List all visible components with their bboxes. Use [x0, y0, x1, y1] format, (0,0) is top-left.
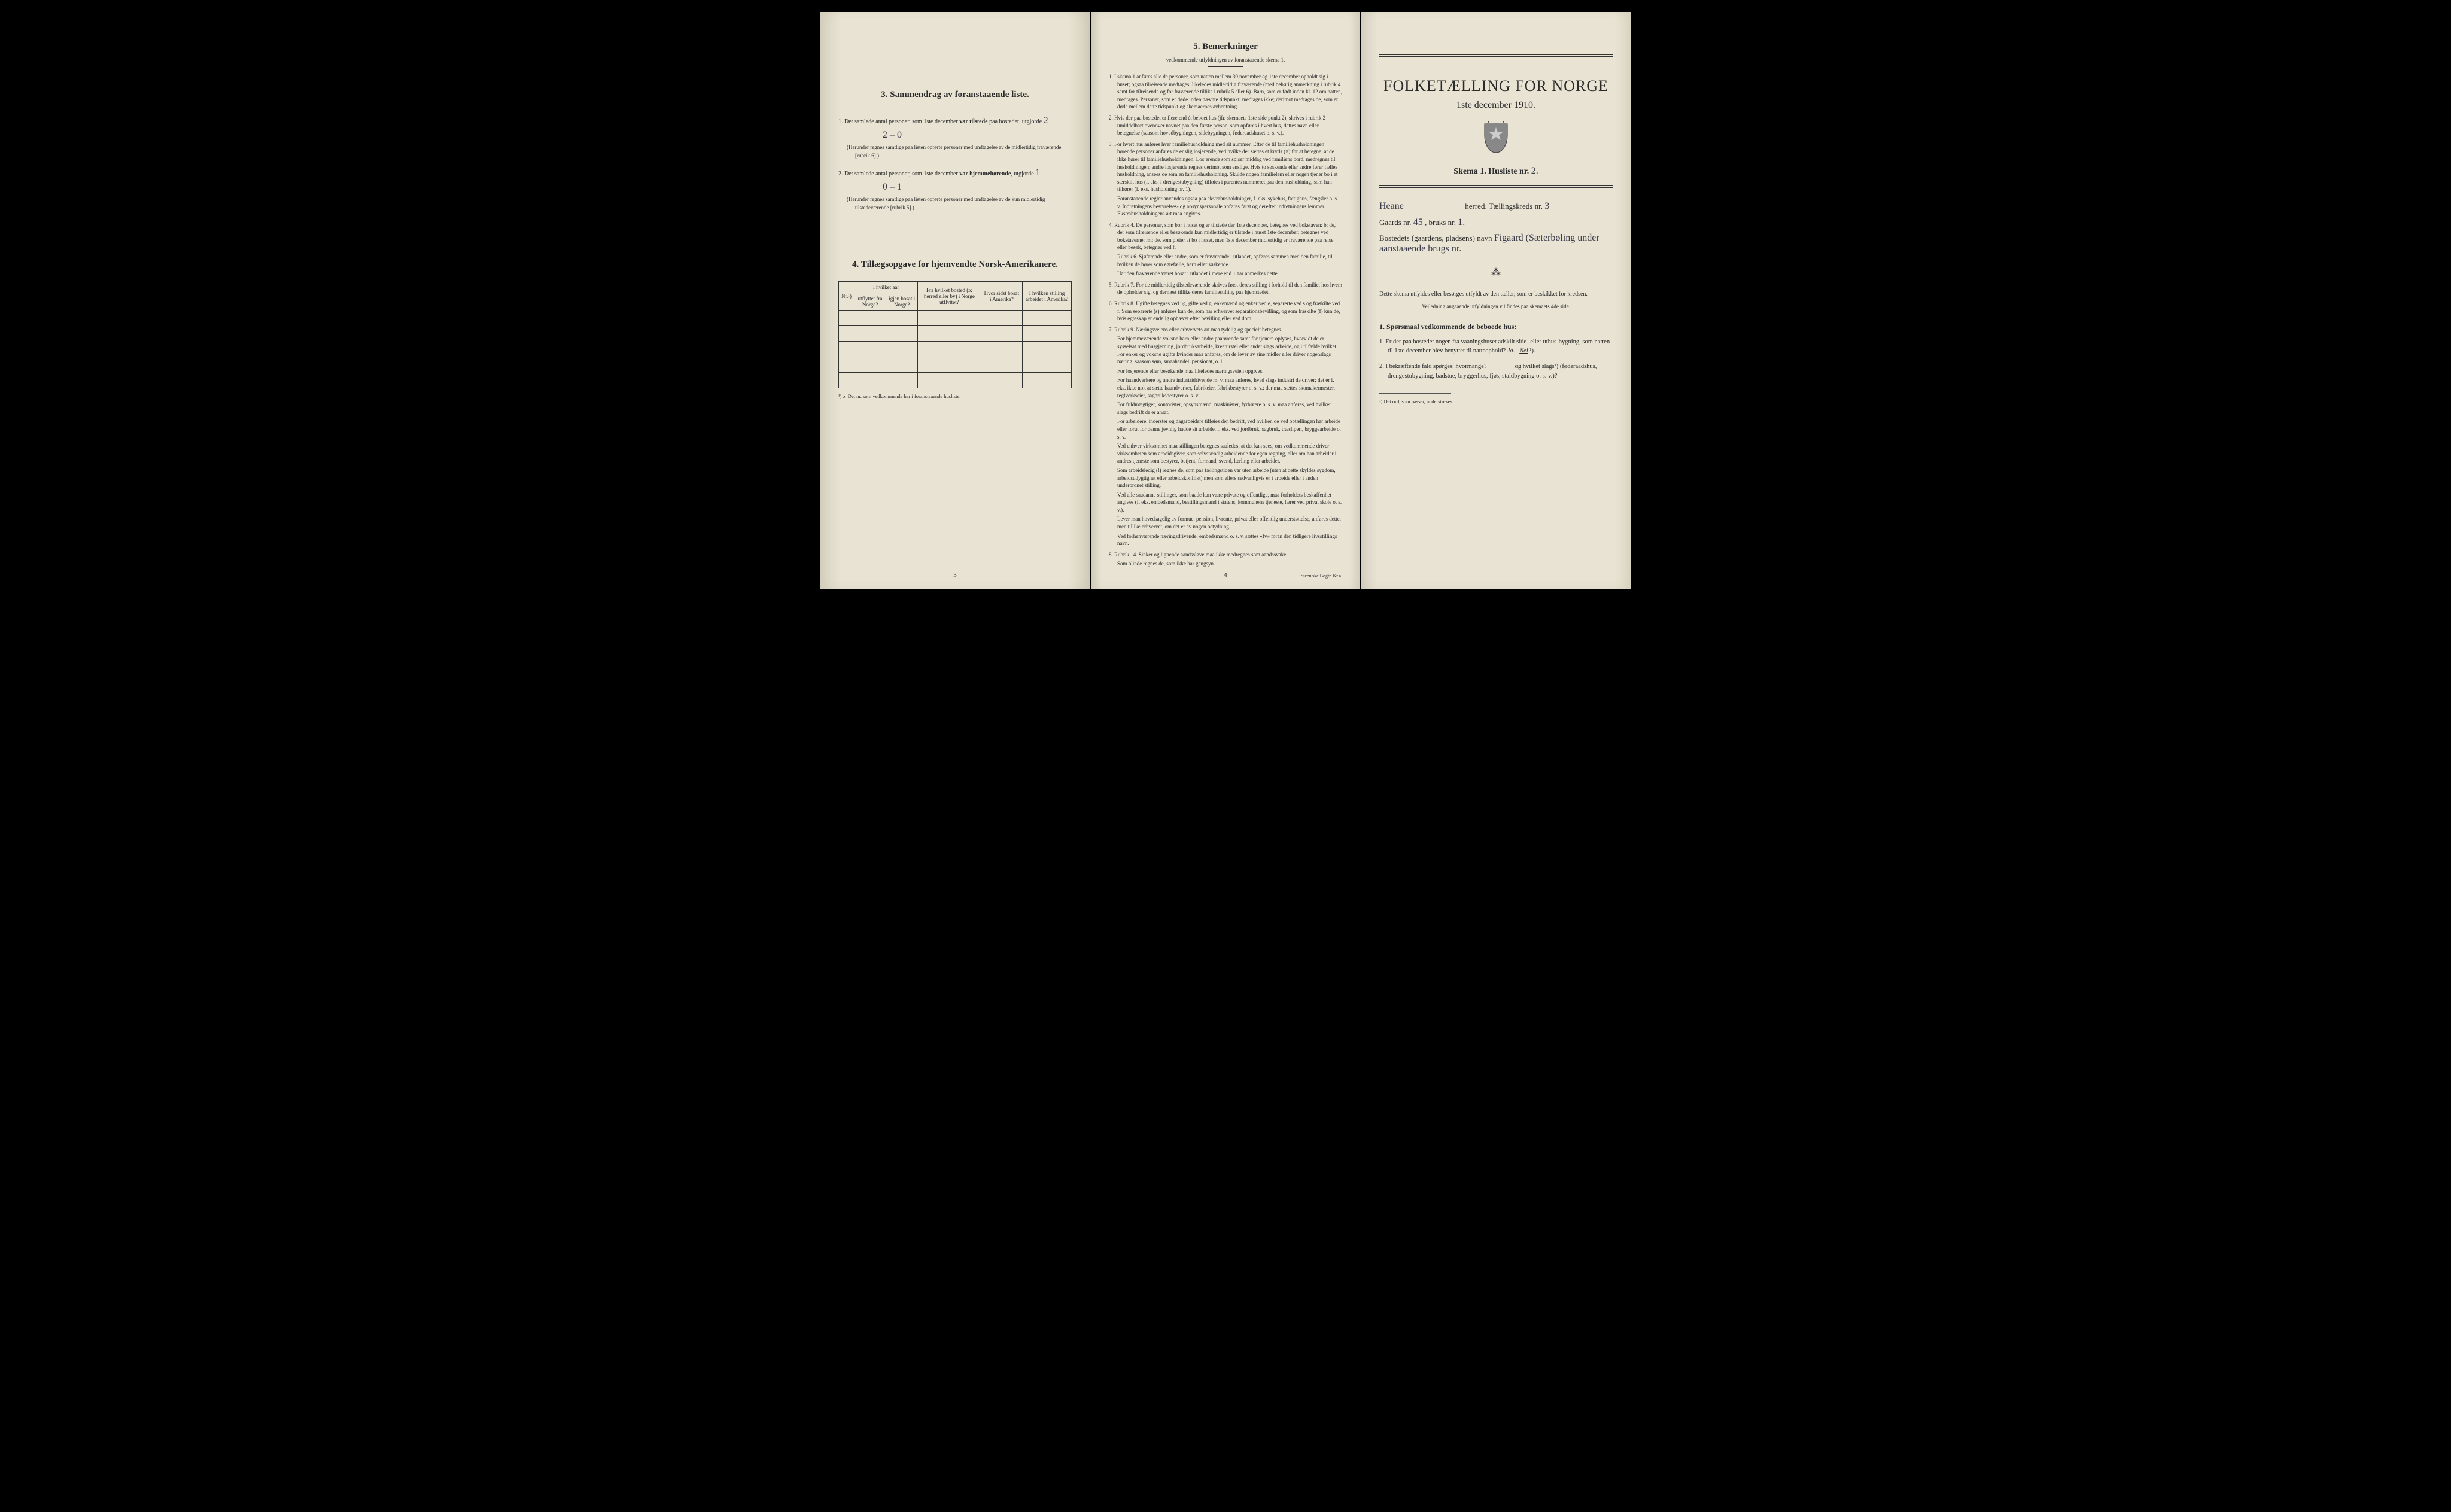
note: (Herunder regnes samtlige paa listen opf…	[847, 196, 1072, 212]
text: , utgjorde	[1011, 171, 1035, 177]
remark-4c: Har den fraværende været bosat i utlande…	[1109, 270, 1342, 278]
hand-value: 2	[1044, 115, 1048, 126]
remark-4a: 4. Rubrik 4. De personer, som bor i huse…	[1109, 221, 1342, 251]
page-4: 5. Bemerkninger vedkommende utfyldningen…	[1091, 12, 1360, 589]
page-number: 3	[953, 571, 957, 579]
label: Bostedets	[1379, 233, 1412, 242]
page-title-page: FOLKETÆLLING FOR NORGE 1ste december 191…	[1361, 12, 1631, 589]
th-igjen: igjen bosat i Norge?	[886, 293, 918, 311]
section-5-title: 5. Bemerkninger	[1109, 42, 1342, 52]
struck-text: (gaardens, pladsens)	[1412, 233, 1475, 242]
remark-7j: Lever man hovedsagelig av formue, pensio…	[1109, 515, 1342, 530]
label: , bruks nr.	[1425, 218, 1458, 227]
hand-value: Heane	[1379, 201, 1463, 212]
remark-7e: For fuldmægtiger, kontorister, opsynsmæn…	[1109, 401, 1342, 416]
hand-value: 3	[1544, 201, 1549, 211]
hand-value: 45	[1413, 217, 1423, 227]
bold: var hjemmehørende	[959, 171, 1011, 177]
remarks-body: 1. I skema 1 anføres alle de personer, s…	[1109, 73, 1342, 568]
questions-heading: 1. Spørsmaal vedkommende de beboede hus:	[1379, 323, 1613, 331]
instruction-text: Dette skema utfyldes eller besørges utfy…	[1379, 290, 1613, 299]
hand-value: 0 – 1	[883, 182, 902, 192]
instruction: Dette skema utfyldes eller besørges utfy…	[1379, 290, 1613, 311]
remark-2: 2. Hvis der paa bostedet er flere end ét…	[1109, 114, 1342, 137]
page-number: 4	[1224, 571, 1227, 579]
label: Gaards nr.	[1379, 218, 1413, 227]
remark-3b: Foranstaaende regler anvendes ogsaa paa …	[1109, 195, 1342, 218]
label: herred. Tællingskreds nr.	[1465, 202, 1544, 211]
remark-7d: For haandverkere og andre industridriven…	[1109, 376, 1342, 399]
section-4-title: 4. Tillægsopgave for hjemvendte Norsk-Am…	[838, 260, 1072, 270]
label: navn	[1475, 233, 1494, 242]
footnote-right: ¹) Det ord, som passer, understrekes.	[1379, 398, 1613, 404]
remark-8a: 8. Rubrik 14. Sinker og lignende aandssl…	[1109, 551, 1342, 559]
hand-value: 1	[1035, 168, 1040, 178]
remark-7h: Som arbeidsledig (l) regnes de, som paa …	[1109, 467, 1342, 489]
table-row	[839, 342, 1072, 357]
returnees-table: Nr.¹) I hvilket aar Fra hvilket bosted (…	[838, 281, 1072, 388]
skema-line: Skema 1. Husliste nr. 2.	[1379, 166, 1613, 177]
summary-item-2: 2. Det samlede antal personer, som 1ste …	[838, 166, 1072, 212]
section-3-list: 1. Det samlede antal personer, som 1ste …	[838, 114, 1072, 212]
remark-4b: Rubrik 6. Sjøfarende eller andre, som er…	[1109, 253, 1342, 268]
table-row	[839, 357, 1072, 373]
printer-mark: Steen'ske Bogtr. Kr.a.	[1301, 573, 1342, 579]
footnote-1: ¹) ɔ: Det nr. som vedkommende har i fora…	[838, 393, 1072, 399]
bosted-line: Bostedets (gaardens, pladsens) navn Figa…	[1379, 233, 1613, 254]
remark-7f: For arbeidere, inderster og dagarbeidere…	[1109, 418, 1342, 440]
th-stilling: I hvilken stilling arbeidet i Amerika?	[1023, 282, 1072, 311]
instruction-sub: Veiledning angaaende utfyldningen vil fi…	[1379, 303, 1613, 311]
questions-list: 1. Er der paa bostedet nogen fra vaaning…	[1379, 337, 1613, 381]
remark-7c: For losjerende eller besøkende maa likel…	[1109, 367, 1342, 375]
table-row	[839, 326, 1072, 342]
remark-8b: Som blinde regnes de, som ikke har gangs…	[1109, 560, 1342, 568]
label: Skema 1. Husliste nr.	[1453, 167, 1531, 176]
ornament: ⁂	[1379, 266, 1613, 278]
census-date: 1ste december 1910.	[1379, 100, 1613, 111]
remark-3a: 3. For hvert hus anføres hver familiehus…	[1109, 141, 1342, 193]
remark-7k: Ved forhenværende næringsdrivende, embed…	[1109, 533, 1342, 547]
th-hvorsidst: Hvor sidst bosat i Amerika?	[981, 282, 1022, 311]
th-frahvilket: Fra hvilket bosted (ɔ: herred eller by) …	[918, 282, 981, 311]
hand-value: 2.	[1531, 166, 1538, 176]
option-nei: Nei	[1519, 348, 1528, 354]
summary-item-1: 1. Det samlede antal personer, som 1ste …	[838, 114, 1072, 160]
remark-1: 1. I skema 1 anføres alle de personer, s…	[1109, 73, 1342, 111]
divider	[1208, 66, 1243, 67]
th-utflyttet: utflyttet fra Norge?	[854, 293, 886, 311]
section-5-subtitle: vedkommende utfyldningen av foranstaaend…	[1109, 57, 1342, 63]
th-aar: I hvilket aar	[854, 282, 917, 293]
census-title: FOLKETÆLLING FOR NORGE	[1379, 77, 1613, 95]
question-2: 2. I bekræftende fald spørges: hvormange…	[1379, 362, 1613, 381]
hand-value: 2 – 0	[883, 130, 902, 140]
section-3-title: 3. Sammendrag av foranstaaende liste.	[838, 90, 1072, 100]
remark-7b: For hjemmeværende voksne barn eller andr…	[1109, 335, 1342, 365]
page-3: 3. Sammendrag av foranstaaende liste. 1.…	[820, 12, 1090, 589]
hand-value: 1.	[1458, 217, 1465, 227]
remark-7a: 7. Rubrik 9. Næringsveiens eller erhverv…	[1109, 326, 1342, 334]
document-spread: 3. Sammendrag av foranstaaende liste. 1.…	[820, 12, 1631, 589]
table-row	[839, 311, 1072, 326]
note: (Herunder regnes samtlige paa listen opf…	[847, 144, 1072, 160]
text: paa bostedet, utgjorde	[988, 118, 1044, 125]
text: 2. Det samlede antal personer, som 1ste …	[838, 171, 959, 177]
th-nr: Nr.¹)	[839, 282, 854, 311]
table-row	[839, 373, 1072, 388]
bold: var tilstede	[959, 118, 987, 125]
remark-5: 5. Rubrik 7. For de midlertidig tilstede…	[1109, 281, 1342, 296]
remark-7g: Ved enhver virksomhet maa stillingen bet…	[1109, 442, 1342, 465]
gaards-line: Gaards nr. 45 , bruks nr. 1.	[1379, 217, 1613, 228]
text: 1. Det samlede antal personer, som 1ste …	[838, 118, 959, 125]
question-1: 1. Er der paa bostedet nogen fra vaaning…	[1379, 337, 1613, 357]
sup: ¹).	[1528, 348, 1535, 354]
remark-6: 6. Rubrik 8. Ugifte betegnes ved ug, gif…	[1109, 300, 1342, 323]
remark-7i: Ved alle saadanne stillinger, som baade …	[1109, 491, 1342, 514]
coat-of-arms-icon	[1482, 121, 1510, 155]
text: 1. Er der paa bostedet nogen fra vaaning…	[1379, 339, 1610, 355]
herred-line: Heane herred. Tællingskreds nr. 3	[1379, 201, 1613, 212]
option-ja: Ja.	[1507, 348, 1515, 354]
